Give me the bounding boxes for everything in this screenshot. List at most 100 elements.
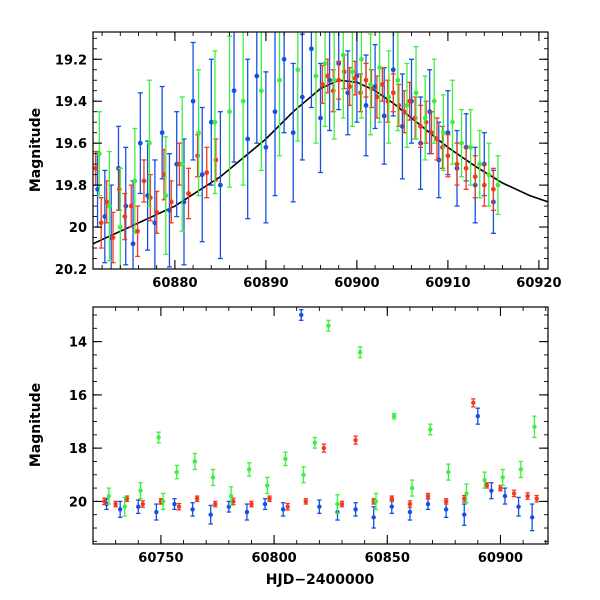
data-point-green (138, 488, 143, 493)
data-point-blue (130, 241, 136, 247)
bottom-panel-frame (92, 306, 549, 545)
data-point-red (267, 496, 272, 501)
y-tick-label: 19.8 (55, 179, 87, 194)
data-point-red (213, 501, 218, 507)
data-point-green (486, 172, 492, 178)
data-point-red (116, 186, 122, 192)
data-point-red (462, 496, 467, 501)
data-point-red (98, 220, 104, 226)
data-point-blue (208, 512, 213, 517)
data-point-blue (154, 509, 159, 515)
data-point-green (106, 493, 112, 499)
data-point-red (440, 144, 445, 150)
y-tick-label: 19.4 (55, 95, 87, 110)
data-point-green (156, 435, 161, 440)
data-point-red (498, 485, 503, 491)
y-tick-label: 18 (69, 442, 87, 457)
data-point-blue (353, 507, 358, 512)
data-point-red (319, 82, 325, 87)
top-panel-axes: 60880 60890 60900 60910 60920 19.2 19.4 19.6 19.… (55, 32, 562, 291)
data-point-red (339, 501, 345, 507)
data-point-blue (475, 413, 481, 419)
data-point-red (454, 161, 460, 167)
data-point-red (176, 504, 182, 509)
data-point-blue (136, 504, 141, 509)
data-point-green (283, 456, 288, 461)
data-point-blue (231, 88, 237, 94)
data-point-blue (299, 94, 305, 100)
data-point-red (195, 153, 201, 159)
data-point-red (525, 493, 530, 499)
data-point-blue (190, 98, 196, 104)
data-point-green (117, 224, 123, 230)
data-point-green (340, 52, 346, 58)
data-point-green (409, 485, 415, 491)
data-point-red (374, 94, 380, 100)
x-tick-label: 60750 (138, 551, 183, 566)
data-point-green (477, 161, 483, 167)
bottom-xlabel: HJD−2400000 (266, 572, 375, 588)
data-point-red (122, 214, 128, 219)
y-tick-label: 20.2 (55, 263, 87, 278)
data-point-red (147, 195, 153, 201)
data-point-red (534, 496, 539, 501)
y-tick-label: 16 (69, 389, 87, 404)
top-panel-zoom: 60880 60890 60900 60910 60920 19.2 19.4 19.6 19.… (28, 31, 562, 291)
data-point-green (495, 182, 501, 188)
data-point-blue (299, 312, 304, 318)
data-point-green (357, 350, 363, 355)
data-point-blue (244, 509, 250, 515)
data-point-red (418, 123, 423, 129)
data-point-red (484, 483, 490, 488)
data-point-red (303, 499, 308, 504)
data-point-red (401, 109, 407, 115)
data-point-green (210, 475, 216, 480)
data-point-green (228, 493, 234, 499)
data-point-blue (425, 501, 431, 507)
data-point-red (135, 228, 140, 234)
data-point-green (179, 161, 185, 167)
data-point-blue (117, 507, 123, 512)
data-point-red (472, 174, 478, 180)
data-point-green (431, 98, 437, 104)
data-point-blue (516, 504, 521, 509)
data-point-green (482, 477, 487, 483)
data-point-blue (290, 130, 296, 136)
data-point-blue (407, 509, 413, 515)
data-point-green (326, 323, 331, 328)
data-point-green (174, 469, 179, 475)
data-point-red (407, 501, 413, 507)
data-point-red (341, 69, 347, 75)
data-point-red (110, 235, 116, 240)
data-point-blue (262, 501, 268, 507)
data-point-blue (218, 182, 223, 188)
data-point-green (391, 413, 397, 419)
data-point-green (500, 475, 505, 480)
data-point-green (295, 67, 301, 73)
data-point-green (258, 88, 264, 94)
data-point-green (395, 77, 401, 83)
data-point-blue (245, 136, 251, 142)
data-point-red (231, 499, 236, 504)
data-point-blue (489, 488, 494, 493)
data-point-blue (502, 493, 508, 499)
data-point-red (363, 77, 369, 83)
data-point-red (102, 499, 107, 504)
data-point-red (434, 136, 440, 142)
data-point-red (325, 73, 331, 79)
data-point-green (440, 130, 446, 136)
data-point-green (277, 77, 282, 83)
data-point-red (390, 90, 396, 96)
data-point-red (407, 98, 413, 104)
data-point-red (186, 191, 191, 196)
data-point-green (446, 469, 451, 475)
data-point-blue (443, 507, 449, 512)
data-point-red (204, 170, 210, 175)
data-point-blue (190, 507, 195, 512)
data-point-green (377, 65, 383, 71)
data-point-blue (263, 144, 269, 150)
data-point-green (518, 467, 524, 472)
data-point-red (336, 77, 342, 83)
data-point-blue (445, 130, 451, 136)
